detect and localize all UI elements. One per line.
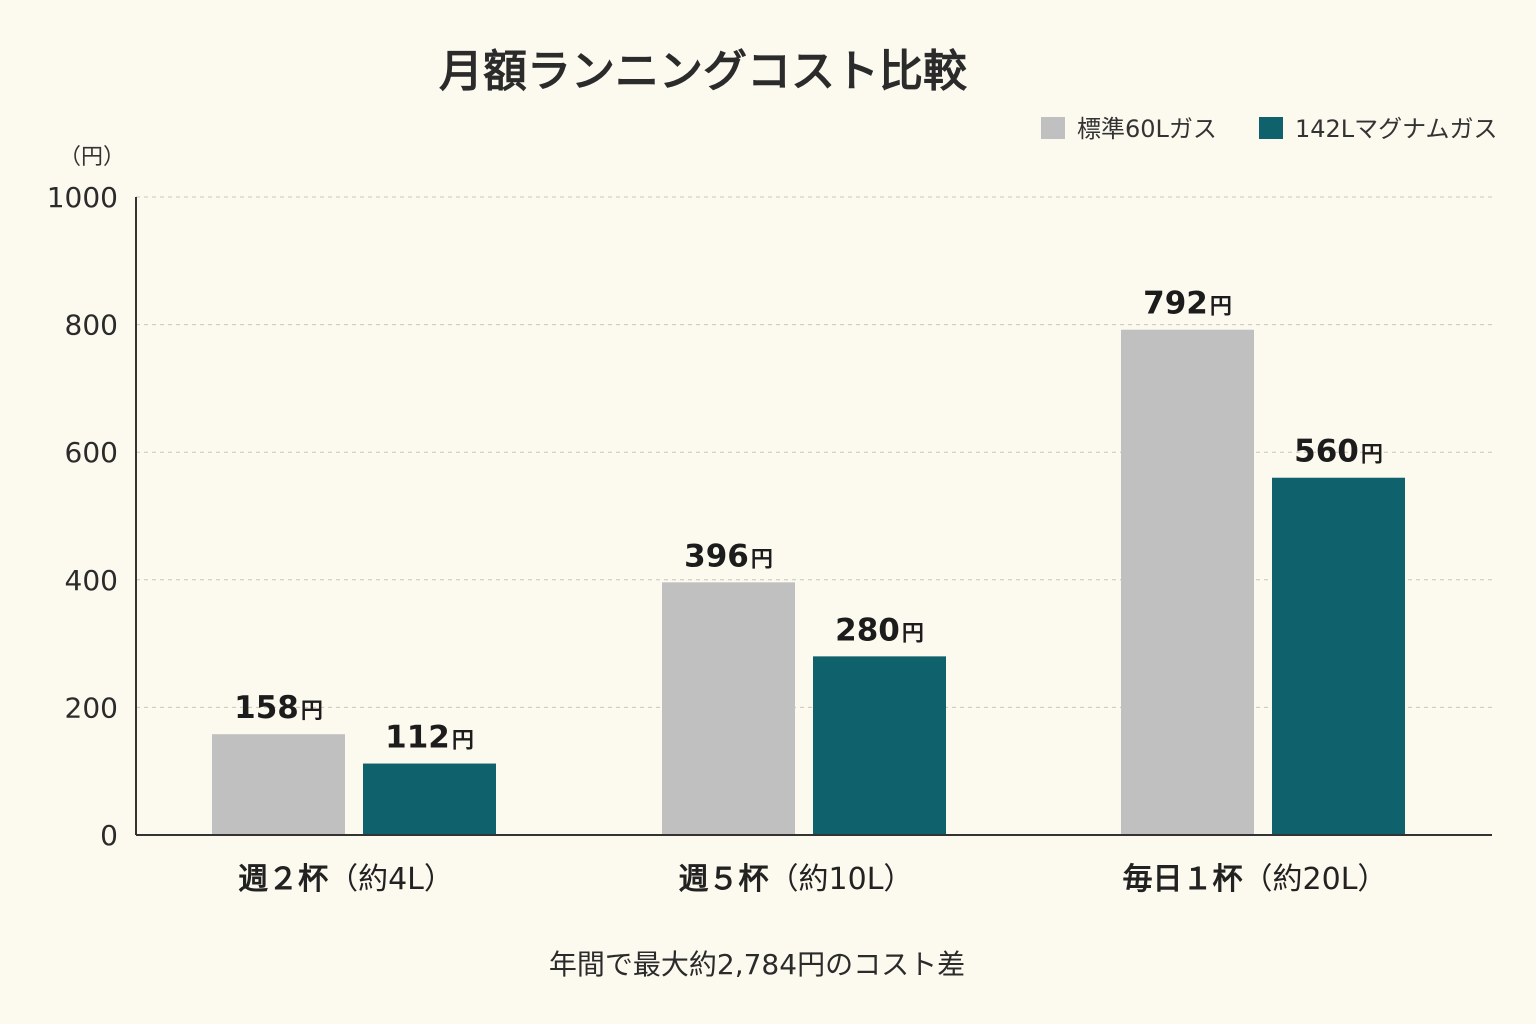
legend-swatch xyxy=(1041,117,1065,139)
bar xyxy=(813,656,946,835)
bar xyxy=(363,763,496,835)
value-labels: 158円 396円 792円 112円 280円 560円 xyxy=(234,286,1383,756)
category-label: 週５杯（約10L） xyxy=(679,862,914,897)
value-label: 112円 xyxy=(385,720,474,756)
bars xyxy=(212,329,1405,835)
bar xyxy=(1272,477,1405,835)
legend: 標準60Lガス 142Lマグナムガス xyxy=(1041,115,1497,143)
bar xyxy=(212,734,345,835)
y-axis-unit-label: （円） xyxy=(59,145,125,170)
legend-swatch xyxy=(1259,117,1283,139)
y-tick-label: 1000 xyxy=(47,181,118,214)
value-label: 396円 xyxy=(684,538,773,574)
gridlines xyxy=(136,196,1492,708)
category-labels: 週２杯（約4L） 週５杯（約10L） 毎日１杯（約20L） xyxy=(238,862,1387,897)
legend-label: 142Lマグナムガス xyxy=(1295,115,1497,143)
value-label: 158円 xyxy=(234,690,323,726)
y-tick-label: 800 xyxy=(65,309,118,342)
footnote: 年間で最大約2,784円のコスト差 xyxy=(549,948,965,981)
y-tick-label: 200 xyxy=(65,691,118,724)
legend-label: 標準60Lガス xyxy=(1077,115,1217,143)
bar xyxy=(1121,329,1254,835)
category-label: 週２杯（約4L） xyxy=(238,862,454,897)
category-label: 毎日１杯（約20L） xyxy=(1123,862,1388,897)
y-tick-labels: 0 200 400 600 800 1000 xyxy=(47,181,118,852)
value-label: 280円 xyxy=(835,612,924,648)
y-tick-label: 400 xyxy=(65,564,118,597)
chart-title: 月額ランニングコスト比較 xyxy=(439,46,968,97)
value-label: 560円 xyxy=(1294,434,1383,470)
value-label: 792円 xyxy=(1143,286,1232,322)
y-tick-label: 0 xyxy=(100,819,118,852)
bar xyxy=(662,582,795,835)
y-tick-label: 600 xyxy=(65,436,118,469)
